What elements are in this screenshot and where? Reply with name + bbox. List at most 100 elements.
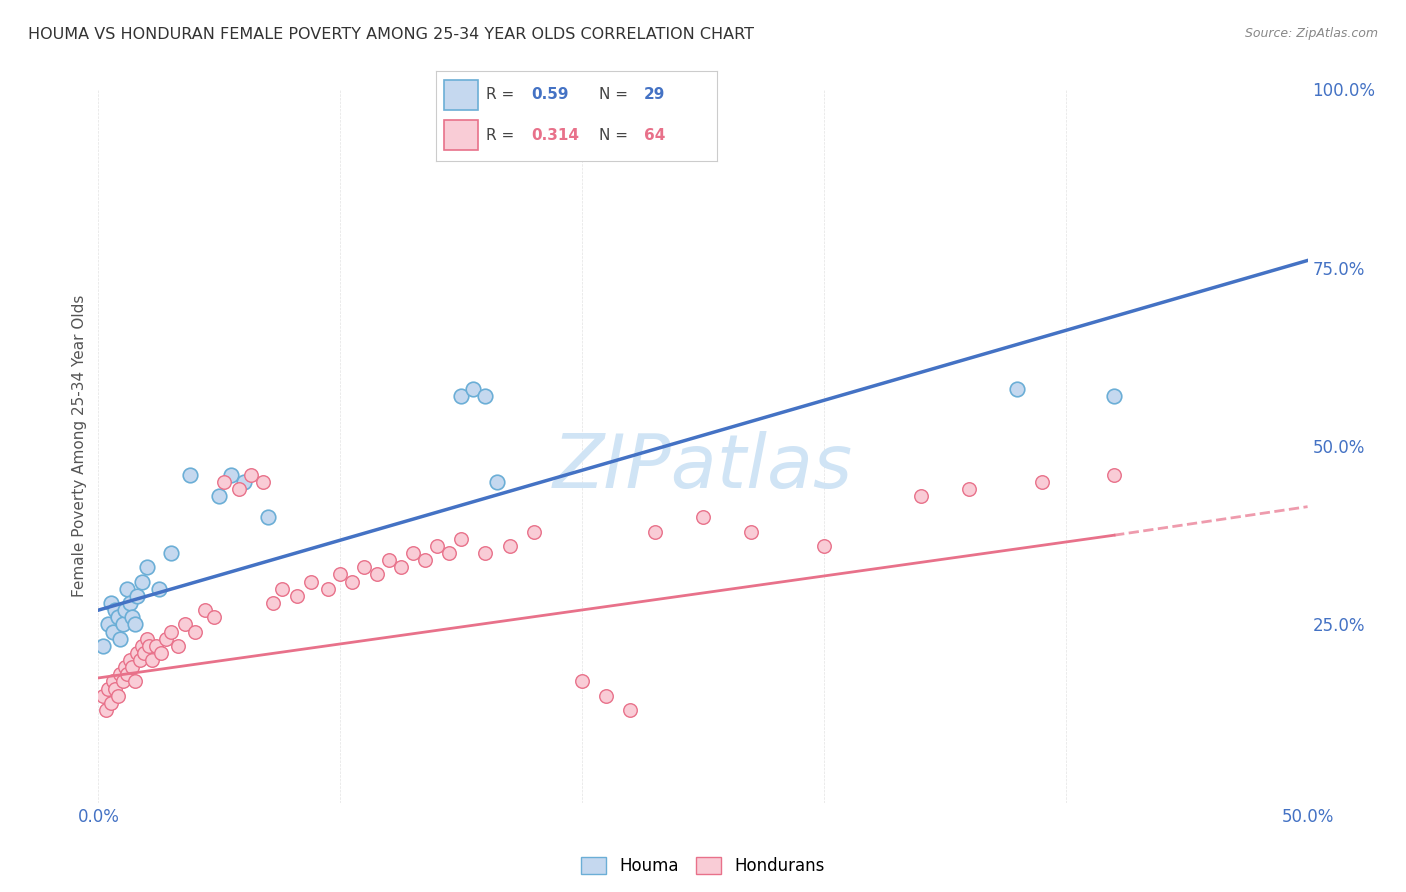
- Point: [498, 539, 520, 553]
- Point: [813, 539, 835, 553]
- Point: [111, 674, 134, 689]
- Point: [97, 681, 120, 696]
- Point: [329, 567, 352, 582]
- Point: [107, 689, 129, 703]
- Point: [1102, 467, 1125, 482]
- Point: [145, 639, 167, 653]
- Point: [160, 624, 183, 639]
- Text: 64: 64: [644, 128, 665, 143]
- Text: 0.314: 0.314: [531, 128, 579, 143]
- Point: [644, 524, 666, 539]
- Point: [104, 681, 127, 696]
- Point: [426, 539, 449, 553]
- Text: N =: N =: [599, 128, 628, 143]
- Point: [353, 560, 375, 574]
- Point: [101, 624, 124, 639]
- Bar: [444, 80, 478, 110]
- Text: 29: 29: [644, 87, 665, 103]
- Point: [316, 582, 339, 596]
- Text: HOUMA VS HONDURAN FEMALE POVERTY AMONG 25-34 YEAR OLDS CORRELATION CHART: HOUMA VS HONDURAN FEMALE POVERTY AMONG 2…: [28, 27, 754, 42]
- Point: [91, 639, 114, 653]
- Point: [127, 646, 149, 660]
- Point: [118, 596, 141, 610]
- Point: [141, 653, 163, 667]
- Point: [108, 667, 131, 681]
- Point: [1007, 382, 1029, 396]
- Point: [117, 582, 139, 596]
- Y-axis label: Female Poverty Among 25-34 Year Olds: Female Poverty Among 25-34 Year Olds: [72, 295, 87, 597]
- Point: [271, 582, 294, 596]
- Point: [342, 574, 364, 589]
- Point: [252, 475, 274, 489]
- Point: [692, 510, 714, 524]
- Point: [619, 703, 641, 717]
- Point: [228, 482, 250, 496]
- Point: [114, 603, 136, 617]
- Point: [910, 489, 932, 503]
- Point: [239, 467, 262, 482]
- Point: [221, 467, 243, 482]
- Point: [377, 553, 399, 567]
- Point: [389, 560, 412, 574]
- Point: [127, 589, 149, 603]
- Point: [366, 567, 388, 582]
- Point: [212, 475, 235, 489]
- Point: [402, 546, 425, 560]
- Point: [299, 574, 322, 589]
- Point: [111, 617, 134, 632]
- Point: [204, 610, 226, 624]
- Point: [124, 617, 146, 632]
- Point: [100, 596, 122, 610]
- Point: [150, 646, 173, 660]
- Point: [107, 610, 129, 624]
- Point: [174, 617, 197, 632]
- Point: [194, 603, 217, 617]
- Point: [437, 546, 460, 560]
- Point: [124, 674, 146, 689]
- Point: [121, 610, 143, 624]
- Point: [114, 660, 136, 674]
- Point: [285, 589, 308, 603]
- Text: R =: R =: [486, 128, 515, 143]
- Point: [957, 482, 980, 496]
- Point: [179, 467, 201, 482]
- Point: [232, 475, 254, 489]
- Point: [121, 660, 143, 674]
- Point: [155, 632, 177, 646]
- Point: [262, 596, 284, 610]
- Point: [128, 653, 150, 667]
- Point: [118, 653, 141, 667]
- Point: [450, 532, 472, 546]
- Point: [101, 674, 124, 689]
- Text: N =: N =: [599, 87, 628, 103]
- Point: [474, 389, 496, 403]
- Text: Source: ZipAtlas.com: Source: ZipAtlas.com: [1244, 27, 1378, 40]
- Point: [1102, 389, 1125, 403]
- Point: [91, 689, 114, 703]
- Point: [740, 524, 762, 539]
- Text: 0.59: 0.59: [531, 87, 569, 103]
- Point: [571, 674, 593, 689]
- Legend: Houma, Hondurans: Houma, Hondurans: [582, 856, 824, 875]
- Point: [138, 639, 160, 653]
- Point: [160, 546, 183, 560]
- Point: [450, 389, 472, 403]
- Point: [256, 510, 278, 524]
- Point: [148, 582, 170, 596]
- Text: R =: R =: [486, 87, 515, 103]
- Point: [131, 574, 153, 589]
- Point: [1031, 475, 1053, 489]
- Point: [595, 689, 617, 703]
- Point: [413, 553, 436, 567]
- Point: [208, 489, 231, 503]
- Point: [463, 382, 485, 396]
- Point: [167, 639, 190, 653]
- Point: [523, 524, 546, 539]
- Point: [131, 639, 153, 653]
- Point: [108, 632, 131, 646]
- Point: [135, 632, 157, 646]
- Point: [100, 696, 122, 710]
- Point: [104, 603, 127, 617]
- Point: [117, 667, 139, 681]
- Point: [94, 703, 117, 717]
